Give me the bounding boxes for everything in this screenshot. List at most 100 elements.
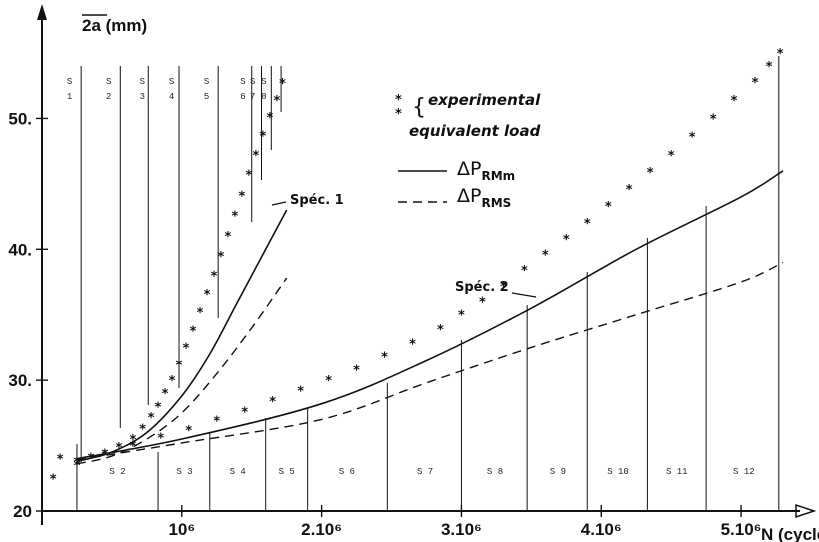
experimental-point: * xyxy=(148,411,155,426)
specimen-2-rms-curve xyxy=(76,261,784,461)
experimental-point: * xyxy=(246,169,253,184)
x-tick-label: 5.10⁶ xyxy=(721,520,762,539)
x-tick-label: 3.10⁶ xyxy=(441,520,482,539)
experimental-point: * xyxy=(74,455,81,470)
experimental-point: * xyxy=(542,249,549,264)
experimental-point: * xyxy=(115,441,122,456)
experimental-point: * xyxy=(647,166,654,181)
experimental-point: * xyxy=(162,387,169,402)
x-tick-label: 2.10⁶ xyxy=(301,520,342,539)
specimen-2-segment-label: S 6 xyxy=(339,467,355,477)
experimental-point: * xyxy=(259,129,266,144)
experimental-point: * xyxy=(297,385,304,400)
axes xyxy=(37,4,817,525)
experimental-point: * xyxy=(437,323,444,338)
x-tick-label: 10⁶ xyxy=(168,520,195,539)
experimental-point: * xyxy=(253,149,260,164)
experimental-point: * xyxy=(129,440,136,455)
y-tick-label: 30. xyxy=(8,371,32,390)
y-tick-label: 20 xyxy=(13,502,32,521)
specimen-2-segment-label: S 9 xyxy=(550,467,566,477)
specimen-1-rms-curve xyxy=(76,277,288,465)
specimen-2-rmm-curve xyxy=(76,170,784,460)
experimental-point: * xyxy=(183,341,190,356)
experimental-point: * xyxy=(689,131,696,146)
experimental-point: * xyxy=(157,432,164,447)
experimental-point: * xyxy=(766,60,773,75)
experimental-point: * xyxy=(129,433,136,448)
experimental-point: * xyxy=(232,209,239,224)
experimental-point: * xyxy=(409,338,416,353)
experimental-point: * xyxy=(204,288,211,303)
legend-rmm-label: ΔPRMm xyxy=(457,158,515,183)
specimen-2-segment-label: S 11 xyxy=(666,467,688,477)
experimental-point: * xyxy=(710,112,717,127)
experimental-point: * xyxy=(668,149,675,164)
experimental-point: * xyxy=(74,459,81,474)
experimental-point: * xyxy=(626,183,633,198)
x-tick-label: 4.10⁶ xyxy=(581,520,622,539)
legend-experimental-label: experimental xyxy=(428,91,541,109)
legend-brace: { xyxy=(412,95,426,120)
specimen-2-segment-label: S 2 xyxy=(109,467,125,477)
experimental-point: * xyxy=(102,447,109,462)
specimen-2-segment-label: S 8 xyxy=(487,467,503,477)
specimen-1-label: Spéc. 1 xyxy=(271,193,344,208)
specimen-2-segment-label: S 3 xyxy=(177,467,193,477)
specimen-2-leader xyxy=(511,292,537,298)
specimen-2-segment-label: S 12 xyxy=(733,467,755,477)
specimen-2-segment-label: S 7 xyxy=(417,467,433,477)
experimental-point: * xyxy=(155,400,162,415)
experimental-point: * xyxy=(731,94,738,109)
specimen-1-rmm-curve xyxy=(76,209,288,463)
experimental-point: * xyxy=(169,374,176,389)
y-axis-arrow xyxy=(37,4,47,20)
experimental-point: * xyxy=(213,415,220,430)
experimental-point: * xyxy=(266,111,273,126)
experimental-point: * xyxy=(197,306,204,321)
legend-rms-label: ΔPRMS xyxy=(457,185,511,210)
experimental-point: * xyxy=(500,280,507,295)
experimental-point: * xyxy=(50,472,57,487)
y-ticks: 20 30. 40. 50. xyxy=(8,109,48,521)
experimental-point: * xyxy=(176,358,183,373)
segment-dividers xyxy=(76,56,780,511)
experimental-point: * xyxy=(605,200,612,215)
legend-experimental-symbol: * xyxy=(395,93,402,108)
specimen-2-segment-label: S 4 xyxy=(230,467,246,477)
y-axis-title: 2a (mm) xyxy=(82,16,147,35)
experimental-point: * xyxy=(325,374,332,389)
specimen-1-name: Spéc. 1 xyxy=(290,193,344,208)
specimen-1-leader xyxy=(271,201,287,206)
experimental-point: * xyxy=(218,250,225,265)
segment-labels: S 1 S 2 S 3 S 4 S 5 S 6S 7S 8 S 2 S 3 S 4 S 5 S 6 S 7 S 8 S 9… xyxy=(67,77,755,477)
legend-equivalent-label: equivalent load xyxy=(409,122,541,140)
x-axis-title: N (cycles xyxy=(761,525,819,542)
experimental-point: * xyxy=(458,309,465,324)
experimental-point: * xyxy=(353,364,360,379)
experimental-point: * xyxy=(88,451,95,466)
experimental-point: * xyxy=(563,233,570,248)
experimental-point: * xyxy=(190,324,197,339)
experimental-point: * xyxy=(185,424,192,439)
model-curves xyxy=(76,170,784,465)
specimen-2-name: Spéc. 2 xyxy=(455,280,509,295)
experimental-point: * xyxy=(279,77,286,92)
experimental-point: * xyxy=(521,264,528,279)
experimental-points: ** ** * ***********************************… xyxy=(50,47,784,487)
y-tick-label: 50. xyxy=(8,109,32,128)
experimental-point: * xyxy=(381,351,388,366)
experimental-point: * xyxy=(211,269,218,284)
experimental-point: * xyxy=(777,47,784,62)
specimen-2-segment-label: S 5 xyxy=(279,467,295,477)
experimental-point: * xyxy=(139,423,146,438)
